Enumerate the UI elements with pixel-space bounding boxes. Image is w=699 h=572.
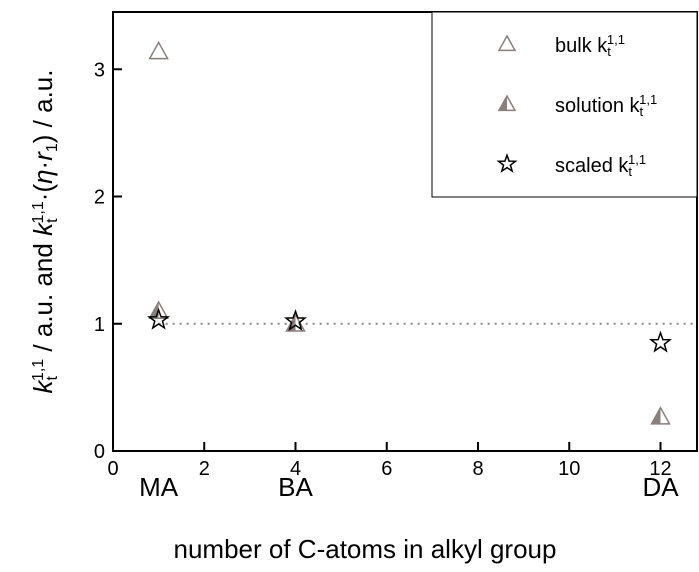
category-label: BA [278,472,313,502]
plot-frame [112,11,698,452]
marker [148,40,169,60]
legend-label: solution kt1,1 [555,92,657,119]
marker [650,406,671,425]
y-axis-label-part: k [28,379,58,394]
x-tick-label: 12 [649,458,671,480]
x-tick-label: 8 [472,458,483,480]
marker [497,94,517,112]
category-label: DA [642,472,679,502]
marker [497,34,517,52]
category-label: MA [139,472,179,502]
y-axis-label-part: · [28,161,58,170]
x-tick-label: 0 [107,458,118,480]
x-tick-label: 4 [290,458,301,480]
y-axis-label-part: k [28,221,58,236]
y-axis-label-part: 1,1 [30,359,47,381]
y-axis-label-part: η [28,169,58,183]
x-axis-label: number of C-atoms in alkyl group [174,534,557,564]
y-tick-label: 1 [94,314,105,336]
marker-outline [148,40,169,60]
y-axis-label-part: / a.u. and [28,236,58,359]
marker-outline [148,300,169,319]
x-tick-label: 2 [199,458,210,480]
marker-outline [497,94,517,112]
legend-sub: t [640,104,644,119]
y-axis-label-part: r [28,151,58,161]
marker [648,330,673,353]
legend-label: bulk kt1,1 [555,32,625,59]
legend-sub: t [628,164,632,179]
legend-sup: 1,1 [607,32,625,47]
y-axis-label: kt1,1 / a.u. and kt1,1·(η·r1) / a.u. [28,70,61,394]
legend-name: scaled k [555,155,629,177]
y-tick-label: 3 [94,59,105,81]
y-tick-label: 2 [94,187,105,209]
legend-sup: 1,1 [639,92,657,107]
marker-outline [650,406,671,425]
y-axis-label-part: ) / a.u. [28,70,58,144]
y-axis-label-part: 1 [44,143,61,152]
y-axis-label-part: t [44,376,61,381]
legend-label: scaled kt1,1 [555,152,646,179]
y-axis-label-part: t [44,218,61,223]
legend-sup: 1,1 [628,152,646,167]
legend-name: solution k [555,95,640,117]
legend-sub: t [607,44,611,59]
y-axis-label-part: 1,1 [30,201,47,223]
legend-box [431,11,698,198]
x-tick-label: 10 [558,458,580,480]
marker [496,152,518,173]
marker [147,307,171,330]
legend-name: bulk k [555,35,608,57]
marker-outline [497,34,517,52]
y-axis-label-part: ·( [28,184,58,202]
y-tick-label: 0 [94,441,105,463]
x-tick-label: 6 [381,458,392,480]
marker [284,309,307,331]
